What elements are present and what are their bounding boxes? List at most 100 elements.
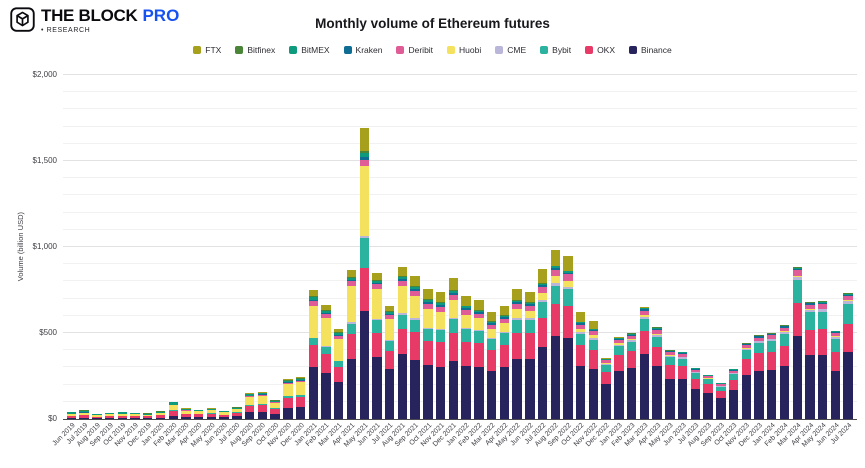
- bar-segment-binance: [346, 358, 357, 419]
- block-cube-icon: [10, 7, 35, 32]
- bar-segment-bybit: [588, 339, 599, 350]
- bar-segment-ftx: [588, 321, 599, 330]
- legend-item-binance[interactable]: Binance: [629, 45, 672, 55]
- bar-segment-okx: [321, 353, 331, 374]
- bar-segment-binance: [817, 355, 828, 419]
- bar-slot: Jan 2023: [599, 75, 626, 447]
- bar-segment-cme: [346, 322, 357, 324]
- bar-segment-cme: [359, 235, 369, 238]
- bar-segment-bybit: [474, 331, 484, 344]
- legend-item-huobi[interactable]: Huobi: [447, 45, 481, 55]
- bar-segment-deribit: [244, 396, 255, 398]
- bar-segment-bybit: [486, 339, 497, 351]
- bar-segment-bitmex: [537, 283, 548, 286]
- stacked-bar: [385, 306, 395, 419]
- bar-segment-ftx: [385, 306, 395, 312]
- bar-segment-deribit: [576, 324, 586, 329]
- legend-item-kraken[interactable]: Kraken: [343, 45, 382, 55]
- bar-segment-deribit: [703, 376, 713, 379]
- bar-segment-deribit: [385, 315, 395, 319]
- bar-segment-huobi: [512, 308, 522, 318]
- bar-segment-okx: [512, 333, 522, 359]
- bar-segment-bitfinex: [385, 311, 395, 313]
- bar-segment-cme: [588, 337, 599, 340]
- bar-segment-bitmex: [588, 329, 599, 331]
- bar-segment-okx: [792, 302, 802, 337]
- bar-segment-cme: [512, 317, 522, 320]
- legend-item-bitfinex[interactable]: Bitfinex: [235, 45, 275, 55]
- bar-slot: Jul 2022: [524, 75, 549, 446]
- legend-item-okx[interactable]: OKX: [585, 45, 615, 55]
- bar-slot: Apr 2024: [790, 75, 817, 447]
- bar-segment-bybit: [334, 361, 344, 367]
- bar-segment-binance: [716, 398, 726, 419]
- bar-segment-okx: [537, 317, 548, 347]
- bar-segment-okx: [525, 333, 535, 359]
- bar-segment-cme: [843, 301, 853, 304]
- bar-segment-ftx: [486, 312, 497, 322]
- bar-segment-bybit: [537, 302, 548, 318]
- bar-segment-huobi: [626, 338, 637, 341]
- bar-segment-binance: [206, 416, 217, 419]
- bar-segment-okx: [244, 405, 255, 413]
- gridline: [63, 91, 857, 93]
- bar-segment-cme: [652, 334, 662, 337]
- bar-segment-bitmex: [334, 333, 344, 335]
- bar-slot: Mar 2021: [318, 75, 345, 448]
- bar-segment-kraken: [779, 326, 790, 328]
- legend-item-cme[interactable]: CME: [495, 45, 526, 55]
- bars-row: Jun 2019 Jul 2019 Aug 2019 Sep 2019 Oct 2019…: [51, 75, 857, 449]
- y-tick-label: $1,000: [32, 242, 57, 251]
- stacked-bar: [130, 412, 140, 419]
- stacked-bar: [321, 305, 331, 419]
- bar-segment-bybit: [563, 289, 573, 307]
- bar-segment-binance: [295, 406, 306, 419]
- bar-segment-okx: [639, 331, 650, 354]
- gridline: [63, 74, 857, 75]
- bar-segment-huobi: [537, 292, 548, 300]
- stacked-bar: [244, 393, 255, 419]
- bar-segment-kraken: [817, 302, 828, 304]
- bar-segment-huobi: [181, 410, 191, 414]
- legend-item-bybit[interactable]: Bybit: [540, 45, 571, 55]
- bar-segment-deribit: [563, 274, 573, 281]
- stacked-bar: [193, 409, 204, 419]
- stacked-bar: [805, 302, 815, 419]
- bar-segment-kraken: [741, 344, 751, 346]
- bar-segment-bitfinex: [639, 307, 650, 309]
- bar-segment-bitmex: [461, 306, 471, 309]
- bar-segment-okx: [754, 353, 764, 371]
- bar-segment-huobi: [435, 311, 446, 329]
- bar-segment-bitmex: [92, 414, 102, 416]
- stacked-bar: [843, 293, 853, 419]
- legend-item-deribit[interactable]: Deribit: [396, 45, 433, 55]
- bar-segment-huobi: [334, 339, 344, 361]
- legend-item-bitmex[interactable]: BitMEX: [289, 45, 330, 55]
- legend-item-ftx[interactable]: FTX: [193, 45, 221, 55]
- bar-segment-deribit: [626, 335, 637, 339]
- bar-segment-ftx: [601, 358, 611, 359]
- the-block-logo[interactable]: THE BLOCK PRO • RESEARCH: [10, 6, 179, 34]
- bar-segment-bitfinex: [410, 286, 420, 288]
- bar-segment-binance: [257, 411, 268, 419]
- bar-segment-bitmex: [843, 293, 853, 295]
- bar-slot: Mar 2022: [471, 75, 498, 448]
- bar-segment-okx: [283, 398, 293, 408]
- bar-segment-huobi: [257, 395, 268, 404]
- bar-segment-kraken: [499, 317, 510, 319]
- bar-segment-ftx: [410, 276, 420, 287]
- brand-name: THE BLOCK: [41, 6, 138, 25]
- bar-slot: Sep 2023: [700, 75, 727, 448]
- bar-segment-cme: [435, 328, 446, 331]
- bar-segment-bitfinex: [792, 267, 802, 268]
- bar-segment-huobi: [652, 333, 662, 335]
- gridline: [63, 400, 857, 402]
- bar-segment-okx: [576, 345, 586, 366]
- bar-segment-huobi: [448, 300, 459, 318]
- bar-segment-bitfinex: [283, 380, 293, 381]
- bar-segment-binance: [779, 365, 790, 419]
- bar-segment-bybit: [385, 341, 395, 352]
- bar-segment-bybit: [716, 386, 726, 391]
- stacked-bar: [206, 408, 217, 419]
- stacked-bar: [703, 375, 713, 419]
